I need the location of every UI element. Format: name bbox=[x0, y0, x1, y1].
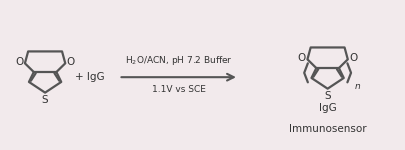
Text: O: O bbox=[350, 53, 358, 63]
Text: S: S bbox=[42, 95, 49, 105]
Text: n: n bbox=[354, 82, 360, 91]
Text: O: O bbox=[67, 57, 75, 67]
Text: O: O bbox=[298, 53, 306, 63]
Text: S: S bbox=[324, 91, 331, 101]
Text: O: O bbox=[15, 57, 23, 67]
Text: IgG: IgG bbox=[319, 103, 337, 113]
Text: + IgG: + IgG bbox=[75, 72, 105, 82]
Text: 1.1V vs SCE: 1.1V vs SCE bbox=[152, 85, 206, 94]
Text: H$_2$O/ACN, pH 7.2 Buffer: H$_2$O/ACN, pH 7.2 Buffer bbox=[125, 54, 232, 67]
Text: Immunosensor: Immunosensor bbox=[289, 124, 367, 134]
